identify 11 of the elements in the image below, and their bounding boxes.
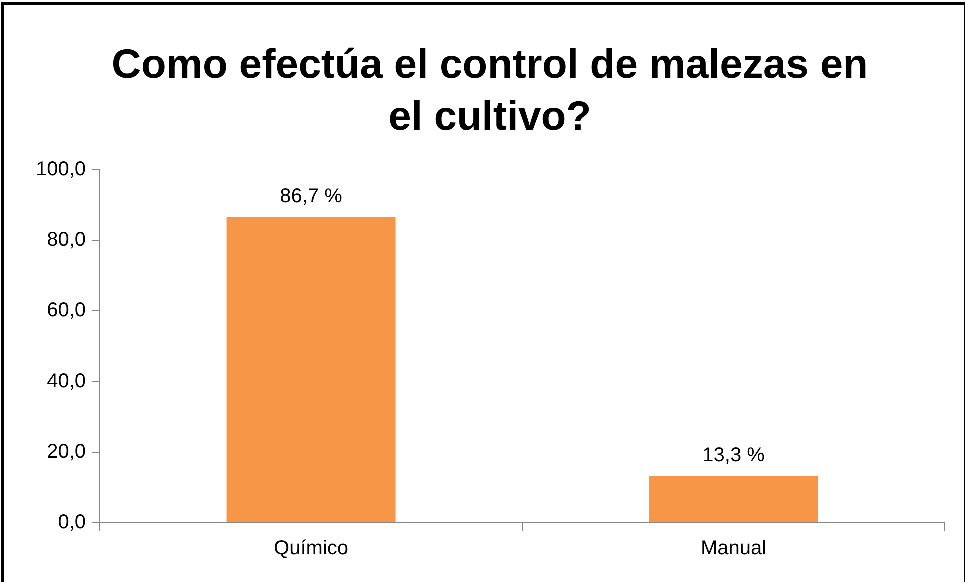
- chart-title: Como efectúa el control de malezas en el cultivo?: [110, 40, 870, 141]
- x-tick-label: Químico: [274, 538, 349, 560]
- y-tick-label: 60,0: [47, 300, 86, 322]
- data-label: 86,7 %: [280, 185, 343, 208]
- y-tick-label: 40,0: [47, 370, 86, 392]
- y-tick-label: 80,0: [47, 229, 86, 252]
- x-tick-label: Manual: [700, 538, 767, 560]
- y-tick-label: 100,0: [36, 158, 86, 181]
- y-tick-label: 20,0: [47, 440, 86, 463]
- data-label: 13,3 %: [702, 444, 766, 467]
- y-tick-label: 0,0: [58, 512, 86, 534]
